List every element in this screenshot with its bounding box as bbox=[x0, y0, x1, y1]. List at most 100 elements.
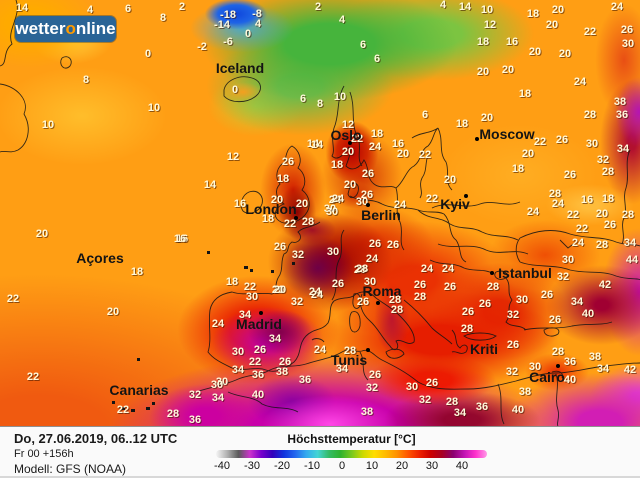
city-dot-berlin bbox=[366, 203, 370, 207]
temp-value: 20 bbox=[273, 284, 287, 296]
temp-value: 24 bbox=[331, 193, 345, 205]
city-label-roma: Roma bbox=[362, 283, 402, 299]
temp-value: 28 bbox=[445, 396, 459, 408]
city-label-tunis: Tunis bbox=[330, 352, 368, 368]
temp-value: 24 bbox=[610, 1, 624, 13]
temp-value: 26 bbox=[253, 344, 267, 356]
temp-value: 22 bbox=[418, 149, 432, 161]
temp-value: 34 bbox=[231, 364, 245, 376]
temp-value: 24 bbox=[441, 263, 455, 275]
temp-value: 30 bbox=[585, 138, 599, 150]
temp-value: 22 bbox=[350, 133, 364, 145]
temp-value: 20 bbox=[545, 19, 559, 31]
temp-value: 30 bbox=[528, 361, 542, 373]
city-dot-roma bbox=[376, 301, 380, 305]
temp-value: 24 bbox=[365, 253, 379, 265]
temp-value: 6 bbox=[359, 39, 367, 51]
city-label-london: London bbox=[245, 201, 297, 217]
temp-value: 20 bbox=[106, 306, 120, 318]
temp-value: 14 bbox=[306, 138, 320, 150]
temp-value: 20 bbox=[443, 174, 457, 186]
city-dot-tunis bbox=[366, 348, 370, 352]
temp-value: 32 bbox=[365, 382, 379, 394]
temp-value: 30 bbox=[561, 254, 575, 266]
temp-value: 8 bbox=[82, 74, 90, 86]
temp-value: 14 bbox=[203, 179, 217, 191]
temp-value: 20 bbox=[396, 148, 410, 160]
temp-value: 34 bbox=[268, 333, 282, 345]
temp-value: 18 bbox=[476, 36, 490, 48]
legend-tick: 10 bbox=[365, 460, 379, 472]
temp-value: 18 bbox=[370, 128, 384, 140]
city-dot-istanbul bbox=[490, 271, 494, 275]
temp-value: 36 bbox=[563, 356, 577, 368]
temp-value: 10 bbox=[147, 102, 161, 114]
temp-value: 22 bbox=[248, 356, 262, 368]
temp-value: 42 bbox=[623, 364, 637, 376]
city-label-canarias: Canarias bbox=[109, 382, 169, 398]
temp-value: 20 bbox=[595, 208, 609, 220]
temp-value: 20 bbox=[551, 4, 565, 16]
temp-value: 14 bbox=[310, 139, 324, 151]
temp-value: 20 bbox=[271, 284, 285, 296]
temp-value: 26 bbox=[278, 356, 292, 368]
temp-value: 44 bbox=[625, 254, 639, 266]
temp-value: 16 bbox=[580, 194, 594, 206]
temp-value: 18 bbox=[130, 266, 144, 278]
temp-value: 36 bbox=[298, 374, 312, 386]
wetteronline-logo[interactable]: wetter o nline bbox=[15, 16, 116, 42]
temp-value: 18 bbox=[455, 118, 469, 130]
temp-value: 34 bbox=[211, 392, 225, 404]
temp-value: 36 bbox=[475, 401, 489, 413]
temp-value: 2 bbox=[178, 1, 186, 13]
temp-value: 34 bbox=[453, 407, 467, 419]
temp-value: 0 bbox=[244, 28, 252, 40]
temp-value: 20 bbox=[270, 194, 284, 206]
temp-value: 32 bbox=[556, 271, 570, 283]
valid-time-label: Do, 27.06.2019, 06..12 UTC bbox=[14, 431, 178, 446]
temp-value: 20 bbox=[521, 148, 535, 160]
temp-value: 36 bbox=[188, 414, 202, 426]
temp-value: 22 bbox=[583, 26, 597, 38]
temp-value: 26 bbox=[555, 134, 569, 146]
city-dot-london bbox=[294, 216, 298, 220]
temp-value: 30 bbox=[515, 294, 529, 306]
temperature-legend: Höchsttemperatur [°C] -40 -30 -20 -10 0 10 20 3… bbox=[214, 430, 487, 476]
temp-value: 40 bbox=[581, 308, 595, 320]
temp-value: 32 bbox=[290, 296, 304, 308]
temp-value: 2 bbox=[314, 1, 322, 13]
temp-value: 34 bbox=[238, 309, 252, 321]
temp-value: 4 bbox=[439, 0, 447, 11]
temp-value: 22 bbox=[575, 223, 589, 235]
legend-tick: -20 bbox=[274, 460, 290, 472]
temp-value: 18 bbox=[225, 276, 239, 288]
temp-value: 22 bbox=[243, 281, 257, 293]
temp-value: 26 bbox=[425, 377, 439, 389]
temp-value: 16 bbox=[173, 233, 187, 245]
temp-value: 30 bbox=[325, 206, 339, 218]
temp-value: -8 bbox=[252, 8, 262, 20]
legend-tick: -40 bbox=[214, 460, 230, 472]
temp-value: 6 bbox=[373, 53, 381, 65]
temp-value: 30 bbox=[326, 246, 340, 258]
temp-value: 16 bbox=[175, 233, 189, 245]
city-label-moscow: Moscow bbox=[479, 126, 535, 142]
temp-value: 12 bbox=[341, 119, 355, 131]
temp-value: 28 bbox=[301, 216, 315, 228]
forecast-step-label: Fr 00 +156h bbox=[14, 448, 74, 460]
legend-tick: 40 bbox=[455, 460, 469, 472]
temp-value: 20 bbox=[341, 146, 355, 158]
temp-value: 36 bbox=[615, 109, 629, 121]
temp-value: 34 bbox=[596, 363, 610, 375]
logo-text-nline: nline bbox=[75, 19, 116, 38]
temp-value: 30 bbox=[231, 346, 245, 358]
city-dot-kyiv bbox=[464, 194, 468, 198]
temp-value: 12 bbox=[226, 151, 240, 163]
temp-value: 18 bbox=[276, 173, 290, 185]
city-dot-oslo bbox=[348, 141, 352, 145]
temp-value: 18 bbox=[526, 8, 540, 20]
legend-tick-labels: -40 -30 -20 -10 0 10 20 30 40 bbox=[214, 460, 487, 474]
temp-value: 12 bbox=[483, 19, 497, 31]
temp-value: 26 bbox=[356, 296, 370, 308]
temp-value: 0 bbox=[231, 84, 239, 96]
